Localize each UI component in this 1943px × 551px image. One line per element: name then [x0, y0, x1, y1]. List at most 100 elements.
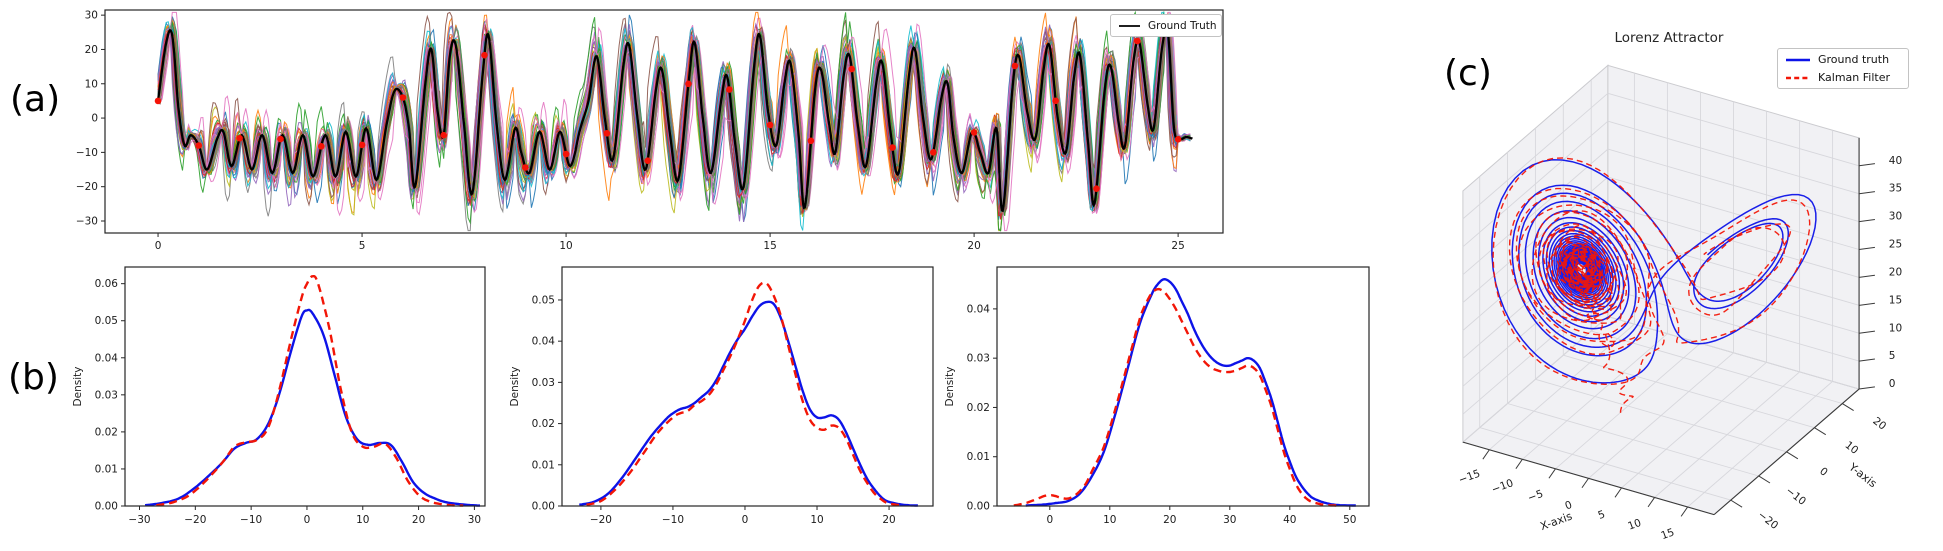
svg-text:−20: −20	[1755, 509, 1780, 532]
svg-text:−20: −20	[76, 181, 98, 193]
svg-text:0.04: 0.04	[532, 336, 556, 348]
svg-text:0: 0	[1889, 378, 1896, 390]
svg-text:10: 10	[810, 514, 823, 526]
svg-text:−30: −30	[128, 514, 150, 526]
panel-a-axes: −30 −20 −10 0 10 20 30 0 5 10 15 20 25	[76, 9, 1224, 252]
svg-text:15: 15	[1889, 294, 1902, 306]
svg-text:−10: −10	[76, 147, 98, 159]
svg-text:0.01: 0.01	[532, 459, 555, 471]
svg-text:0.02: 0.02	[532, 418, 555, 430]
svg-text:0: 0	[1046, 514, 1053, 526]
svg-text:5: 5	[359, 240, 366, 252]
svg-text:20: 20	[967, 240, 980, 252]
svg-text:25: 25	[1171, 240, 1184, 252]
svg-text:30: 30	[1223, 514, 1236, 526]
svg-text:−10: −10	[240, 514, 262, 526]
svg-text:10: 10	[1626, 517, 1643, 533]
svg-text:5: 5	[1596, 508, 1606, 522]
svg-text:−10: −10	[1783, 485, 1808, 508]
svg-text:−20: −20	[184, 514, 206, 526]
panel-a-series	[154, 10, 1193, 232]
svg-text:10: 10	[1103, 514, 1116, 526]
svg-text:20: 20	[1163, 514, 1176, 526]
svg-text:20: 20	[85, 44, 98, 56]
svg-text:−30: −30	[76, 215, 98, 227]
svg-text:0: 0	[742, 514, 749, 526]
svg-text:−15: −15	[1457, 468, 1482, 487]
svg-text:−10: −10	[662, 514, 684, 526]
ground-truth-line-icon	[1119, 24, 1140, 27]
legend-label-ground-truth: Ground Truth	[1148, 19, 1217, 32]
svg-text:10: 10	[356, 514, 369, 526]
legend-row-kalman-filter: Kalman Filter	[1785, 69, 1901, 86]
svg-text:5: 5	[1889, 350, 1896, 362]
svg-text:0.05: 0.05	[532, 294, 555, 306]
svg-text:10: 10	[1842, 439, 1860, 457]
svg-text:0.01: 0.01	[95, 463, 118, 475]
svg-text:20: 20	[1870, 415, 1888, 433]
legend-row-ground-truth: Ground Truth	[1118, 17, 1217, 34]
svg-text:0.03: 0.03	[967, 353, 990, 365]
svg-text:40: 40	[1889, 155, 1902, 167]
panel-label-c: (c)	[1444, 53, 1492, 94]
svg-text:Density: Density	[509, 367, 521, 407]
svg-text:0: 0	[91, 113, 98, 125]
svg-text:0.03: 0.03	[95, 389, 118, 401]
legend-label-kalman-filter: Kalman Filter	[1818, 71, 1890, 84]
svg-text:X-axis: X-axis	[1538, 509, 1574, 533]
svg-text:0: 0	[1817, 465, 1830, 479]
svg-text:−20: −20	[590, 514, 612, 526]
svg-text:Density: Density	[72, 367, 84, 407]
svg-text:15: 15	[763, 240, 776, 252]
svg-text:0.03: 0.03	[532, 377, 555, 389]
ground-truth-3d-line-icon	[1786, 58, 1810, 61]
svg-text:0.00: 0.00	[967, 501, 990, 513]
svg-text:0.00: 0.00	[95, 501, 118, 513]
legend-row-ground-truth-3d: Ground truth	[1785, 51, 1901, 68]
density-plot-b2: 0.00 0.01 0.02 0.03 0.04 0.05 −20 −10 0 10 20 Densi…	[509, 266, 934, 526]
svg-text:0.04: 0.04	[967, 303, 991, 315]
svg-text:0: 0	[1563, 499, 1573, 513]
svg-text:0.02: 0.02	[95, 426, 118, 438]
svg-text:10: 10	[1889, 322, 1902, 334]
panel-label-b: (b)	[8, 357, 59, 398]
svg-text:0.01: 0.01	[967, 451, 990, 463]
svg-text:25: 25	[1889, 239, 1902, 251]
svg-text:40: 40	[1283, 514, 1296, 526]
svg-text:Y-axis: Y-axis	[1846, 460, 1880, 490]
attractor-trajectories	[1491, 157, 1817, 413]
legend-lorenz: Ground truth Kalman Filter	[1777, 48, 1909, 89]
lorenz-chart-title: Lorenz Attractor	[1614, 30, 1724, 46]
svg-text:0.02: 0.02	[967, 402, 990, 414]
density-plot-b3: 0.00 0.01 0.02 0.03 0.04 0 10 20 30 40 50 Density	[944, 266, 1370, 526]
svg-text:0.00: 0.00	[532, 501, 555, 513]
legend-ground-truth: Ground Truth	[1110, 14, 1222, 37]
svg-text:35: 35	[1889, 183, 1902, 195]
density-charts: 0.00 0.01 0.02 0.03 0.04 0.05 0.06 −30 −20 −10 0 10…	[72, 266, 1370, 526]
svg-text:0: 0	[304, 514, 311, 526]
legend-label-ground-truth-3d: Ground truth	[1818, 53, 1890, 66]
svg-text:0.05: 0.05	[95, 315, 118, 327]
svg-text:0.04: 0.04	[95, 352, 119, 364]
lorenz-3d-chart: −15−10−5051015−20−1001020051015202530354…	[1457, 64, 1902, 542]
svg-text:20: 20	[1889, 266, 1902, 278]
svg-text:15: 15	[1659, 526, 1676, 542]
svg-text:Density: Density	[944, 367, 956, 407]
svg-text:10: 10	[85, 78, 98, 90]
kalman-filter-line-icon	[1786, 76, 1810, 79]
svg-text:0: 0	[155, 240, 162, 252]
svg-text:30: 30	[1889, 211, 1902, 223]
svg-text:−5: −5	[1526, 488, 1545, 505]
panel-label-a: (a)	[10, 79, 61, 120]
svg-text:30: 30	[468, 514, 481, 526]
svg-text:20: 20	[412, 514, 425, 526]
svg-text:10: 10	[559, 240, 572, 252]
svg-text:20: 20	[882, 514, 895, 526]
ensemble-timeseries-chart: −30 −20 −10 0 10 20 30 0 5 10 15 20 25	[76, 9, 1224, 252]
svg-text:−10: −10	[1490, 477, 1515, 496]
density-plot-b1: 0.00 0.01 0.02 0.03 0.04 0.05 0.06 −30 −20 −10 0 10…	[72, 266, 486, 526]
svg-text:30: 30	[85, 10, 98, 22]
svg-text:0.06: 0.06	[95, 278, 119, 290]
axes-panes	[1461, 64, 1861, 516]
